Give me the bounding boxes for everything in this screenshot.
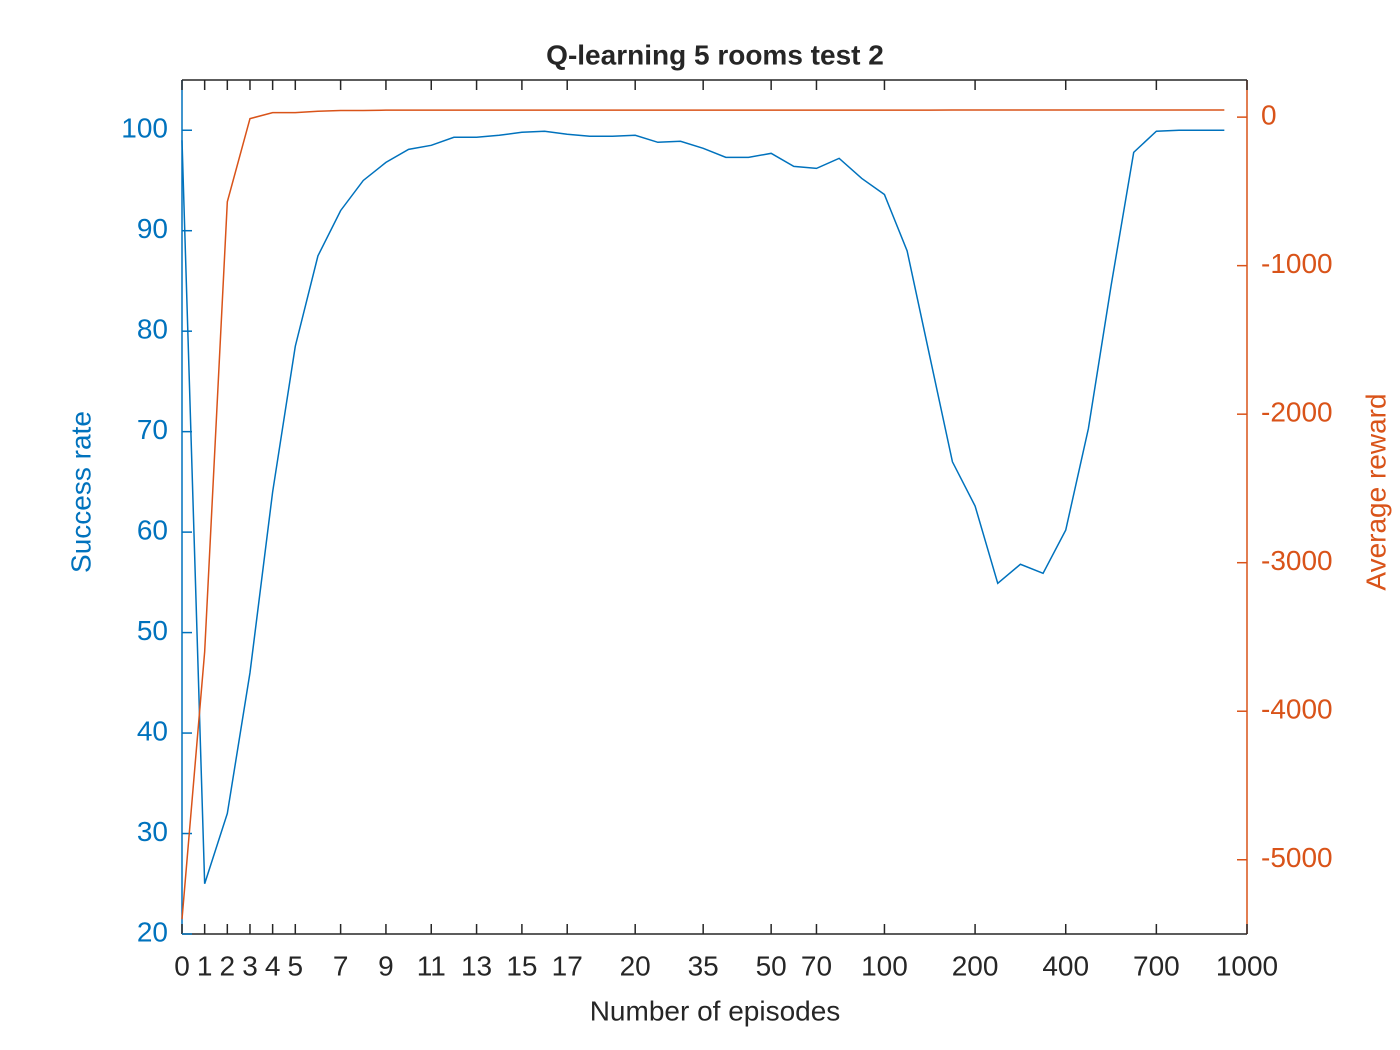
x-tick-label: 4 bbox=[265, 950, 281, 981]
x-tick-label: 1 bbox=[197, 950, 213, 981]
y-tick-label: 60 bbox=[137, 515, 168, 546]
x-tick-label: 400 bbox=[1042, 950, 1089, 981]
x-tick-label: 3 bbox=[242, 950, 258, 981]
y-tick-label: 30 bbox=[137, 816, 168, 847]
x-axis-label: Number of episodes bbox=[590, 995, 841, 1026]
y-tick-label: 100 bbox=[121, 113, 168, 144]
x-tick-label: 200 bbox=[952, 950, 999, 981]
y2-tick-label: -5000 bbox=[1261, 842, 1333, 873]
x-tick-label: 17 bbox=[552, 950, 583, 981]
x-tick-label: 15 bbox=[506, 950, 537, 981]
y2-tick-label: -4000 bbox=[1261, 694, 1333, 725]
x-tick-label: 100 bbox=[861, 950, 908, 981]
y-tick-label: 80 bbox=[137, 314, 168, 345]
y-tick-label: 50 bbox=[137, 615, 168, 646]
y2-tick-label: -3000 bbox=[1261, 545, 1333, 576]
x-tick-label: 7 bbox=[333, 950, 349, 981]
x-tick-label: 9 bbox=[378, 950, 394, 981]
series-line bbox=[181, 129, 1225, 884]
x-tick-label: 13 bbox=[461, 950, 492, 981]
y-axis-label: Success rate bbox=[65, 411, 96, 573]
x-tick-label: 700 bbox=[1133, 950, 1180, 981]
series-line bbox=[181, 109, 1225, 920]
y2-tick-label: 0 bbox=[1261, 100, 1277, 131]
y2-axis-label: Average reward bbox=[1360, 393, 1391, 590]
y-tick-label: 40 bbox=[137, 715, 168, 746]
y-tick-label: 20 bbox=[137, 916, 168, 947]
x-tick-label: 70 bbox=[801, 950, 832, 981]
y2-tick-label: -1000 bbox=[1261, 248, 1333, 279]
chart-title: Q-learning 5 rooms test 2 bbox=[546, 39, 884, 70]
x-tick-label: 5 bbox=[288, 950, 304, 981]
x-tick-label: 50 bbox=[756, 950, 787, 981]
x-tick-label: 35 bbox=[688, 950, 719, 981]
x-tick-label: 20 bbox=[620, 950, 651, 981]
y-tick-label: 70 bbox=[137, 414, 168, 445]
x-tick-label: 11 bbox=[417, 950, 446, 981]
y-tick-label: 90 bbox=[137, 213, 168, 244]
x-tick-label: 2 bbox=[220, 950, 236, 981]
y2-tick-label: -2000 bbox=[1261, 397, 1333, 428]
x-tick-label: 0 bbox=[174, 950, 190, 981]
x-tick-label: 1000 bbox=[1216, 950, 1278, 981]
